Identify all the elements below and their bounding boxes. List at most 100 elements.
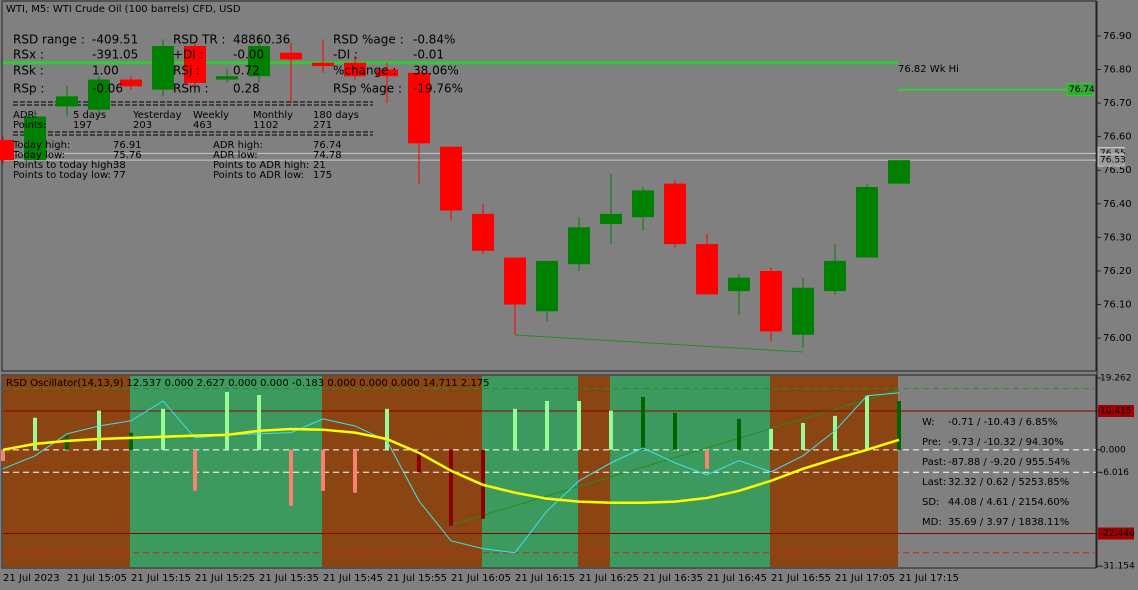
candle-body xyxy=(664,183,686,245)
candle-body xyxy=(600,213,622,224)
candle-body xyxy=(792,287,814,335)
histogram-bar xyxy=(97,410,101,450)
histogram-bar xyxy=(609,410,613,450)
level-label: 76.74 xyxy=(1069,85,1095,95)
x-tick-label: 21 Jul 17:05 xyxy=(835,573,895,584)
level-cell: Points to ADR low: xyxy=(213,170,304,181)
y-tick-label: 76.00 xyxy=(1103,333,1132,344)
y-tick-label: 76.20 xyxy=(1103,266,1132,277)
level-cell: Points to today low: xyxy=(13,170,111,181)
candle-body xyxy=(312,62,334,67)
candle-body xyxy=(472,213,494,251)
level-cell: 76.74 xyxy=(313,140,342,151)
info-label: RSp %age : xyxy=(333,82,402,96)
y-tick-label: -31.154 xyxy=(1100,562,1135,572)
info-label: RSD %age : xyxy=(333,33,404,47)
adr-cell: 197 xyxy=(73,120,92,131)
x-tick-label: 21 Jul 2023 xyxy=(3,573,60,584)
histogram-bar xyxy=(257,395,261,450)
stat-value: -9.73 / -10.32 / 94.30% xyxy=(948,437,1064,448)
info-label: RSm : xyxy=(173,82,209,96)
x-tick-label: 21 Jul 15:25 xyxy=(195,573,255,584)
y-tick-label: 76.90 xyxy=(1103,31,1132,42)
candle-body xyxy=(440,146,462,211)
candle-body xyxy=(184,45,206,83)
candle-body xyxy=(120,79,142,87)
y-tick-label: 0.000 xyxy=(1100,445,1126,455)
candle-body xyxy=(568,227,590,265)
zone xyxy=(610,376,770,567)
y-tick-label: 76.50 xyxy=(1103,165,1132,176)
x-tick-label: 21 Jul 16:35 xyxy=(643,573,703,584)
level-cell: 76.91 xyxy=(113,140,142,151)
histogram-bar xyxy=(641,396,645,450)
osc-frame xyxy=(1,374,1097,569)
level-box xyxy=(1066,83,1094,97)
candle-body xyxy=(728,277,750,292)
chart-title: WTI, M5: WTI Crude Oil (100 barrels) CFD… xyxy=(6,4,241,15)
candle-body xyxy=(504,257,526,305)
x-tick-label: 21 Jul 17:15 xyxy=(899,573,959,584)
osc-title: RSD Oscillator(14,13,9) 12.537 0.000 2.6… xyxy=(6,378,490,389)
adr-cell: 5 days xyxy=(73,110,106,121)
divergence-line xyxy=(514,334,804,353)
info-value: -0.00 xyxy=(233,48,264,62)
histogram-bar xyxy=(161,408,165,450)
histogram-bar xyxy=(353,449,357,493)
stat-label: Past: xyxy=(922,457,946,468)
histogram-bar xyxy=(225,392,229,450)
stat-value: -87.88 / -9.20 / 955.54% xyxy=(948,457,1070,468)
info-value: 38.06% xyxy=(413,64,459,78)
info-value: 48860.36 xyxy=(233,33,290,47)
level-note: 76.82 Wk Hi xyxy=(898,64,959,75)
adr-cell: ADR: xyxy=(13,110,38,121)
main-frame xyxy=(1,0,1097,372)
histogram-bar xyxy=(129,432,133,450)
histogram-bar xyxy=(33,417,37,450)
candle-body xyxy=(824,260,846,292)
histogram-bar xyxy=(897,400,901,450)
osc-line xyxy=(2,427,900,505)
adr-cell: 1102 xyxy=(253,120,278,131)
x-tick-label: 21 Jul 16:05 xyxy=(451,573,511,584)
histogram-bar xyxy=(545,400,549,450)
candle-body xyxy=(696,244,718,295)
histogram-bar xyxy=(577,400,581,450)
zone xyxy=(770,376,898,567)
y-tick-label: 76.30 xyxy=(1103,232,1132,243)
x-tick-label: 21 Jul 16:25 xyxy=(579,573,639,584)
info-label: RSj : xyxy=(173,64,200,78)
candle-body xyxy=(280,52,302,60)
info-label: RSD TR : xyxy=(173,33,226,47)
level-cell: ADR high: xyxy=(213,140,263,151)
y-tick-label: -22.446 xyxy=(1100,529,1135,539)
info-label: RSp : xyxy=(13,82,44,96)
candle-body xyxy=(376,69,398,77)
y-tick-label: 19.262 xyxy=(1100,374,1132,384)
info-value: 1.00 xyxy=(92,64,119,78)
y-tick-label: 76.80 xyxy=(1103,64,1132,75)
histogram-bar xyxy=(769,428,773,450)
histogram-bar xyxy=(801,422,805,450)
level-box xyxy=(1097,153,1125,167)
info-value: -0.84% xyxy=(413,33,455,47)
level-cell: 75.76 xyxy=(113,150,142,161)
info-value: -391.05 xyxy=(92,48,138,62)
info-label: %change : xyxy=(333,64,396,78)
adr-cell: 180 days xyxy=(313,110,359,121)
x-tick-label: 21 Jul 16:15 xyxy=(515,573,575,584)
info-label: RSk : xyxy=(13,64,44,78)
info-value: -19.76% xyxy=(413,82,463,96)
x-tick-label: 21 Jul 15:05 xyxy=(67,573,127,584)
candle-body xyxy=(632,190,654,218)
level-label: 76.53 xyxy=(1100,156,1126,166)
info-label: -DI : xyxy=(333,48,358,62)
info-value: -0.06 xyxy=(92,82,123,96)
level-cell: 74.78 xyxy=(313,150,342,161)
stat-value: 44.08 / 4.61 / 2154.60% xyxy=(948,497,1069,508)
x-tick-label: 21 Jul 15:35 xyxy=(259,573,319,584)
zone xyxy=(322,376,482,567)
histogram-bar xyxy=(417,449,421,473)
histogram-bar xyxy=(449,449,453,526)
